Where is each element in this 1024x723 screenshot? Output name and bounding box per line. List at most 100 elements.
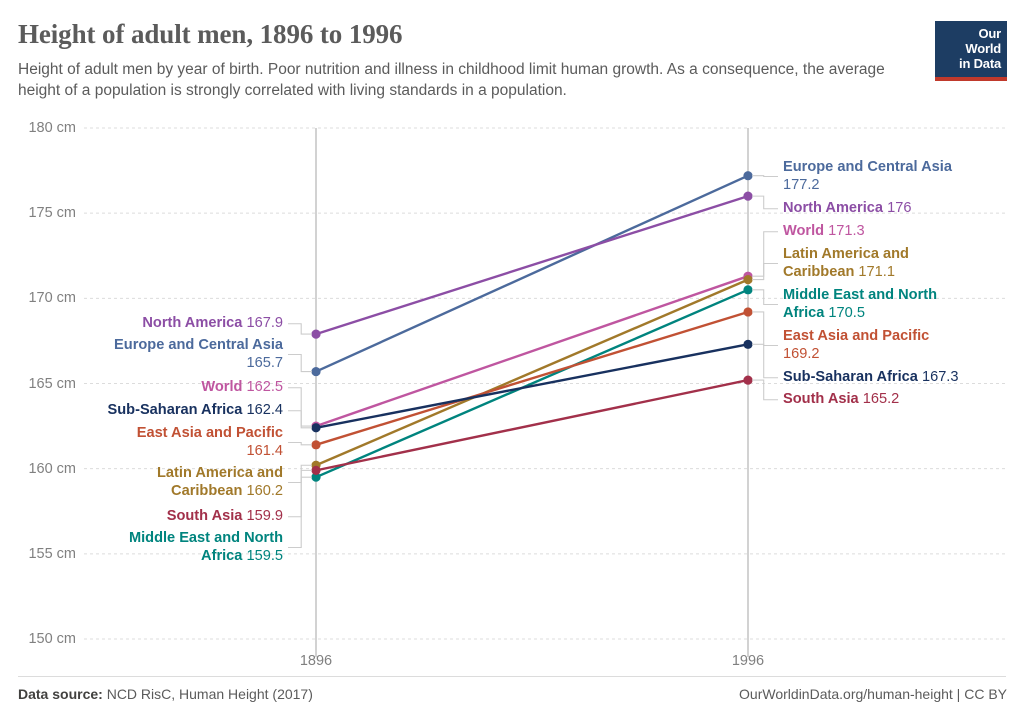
series-label-line: 161.4 [137, 443, 283, 461]
series-sub-saharan-africa[interactable] [311, 339, 753, 433]
series-point-end[interactable] [743, 274, 753, 285]
series-label-right-south-asia[interactable]: South Asia 165.2 [783, 391, 899, 409]
series-label-name: East Asia and Pacific [136, 425, 283, 441]
series-label-line: 165.7 [114, 355, 283, 373]
series-label-name: Caribbean [171, 482, 243, 499]
y-axis-tick-label: 170 cm [28, 290, 76, 307]
series-label-right-middle-east-and-north-africa[interactable]: Middle East and North Africa 170.5 [783, 287, 937, 322]
series-world[interactable] [311, 271, 753, 431]
series-label-line: Europe and Central Asia [783, 159, 952, 177]
series-label-left-europe-and-central-asia[interactable]: Europe and Central Asia 165.7 [114, 337, 283, 372]
series-south-asia[interactable] [311, 375, 753, 475]
series-label-line: Europe and Central Asia [114, 337, 283, 355]
series-latin-america-and-caribbean[interactable] [311, 274, 753, 470]
label-connector-right [752, 343, 778, 379]
series-label-line: Latin America and [157, 465, 283, 483]
series-label-left-sub-saharan-africa[interactable]: Sub-Saharan Africa 162.4 [108, 402, 283, 420]
series-label-right-sub-saharan-africa[interactable]: Sub-Saharan Africa 167.3 [783, 369, 958, 387]
series-middle-east-and-north-africa[interactable] [311, 285, 753, 482]
series-label-right-east-asia-and-pacific[interactable]: East Asia and Pacific 169.2 [783, 328, 929, 363]
series-label-left-middle-east-and-north-africa[interactable]: Middle East and North Africa 159.5 [129, 530, 283, 565]
series-point-start[interactable] [311, 465, 321, 475]
series-label-value: 167.9 [242, 315, 283, 331]
x-axis-tick-label: 1996 [731, 653, 765, 669]
series-label-right-europe-and-central-asia[interactable]: Europe and Central Asia 177.2 [783, 159, 952, 194]
series-point-end[interactable] [743, 285, 753, 295]
series-point-end[interactable] [743, 307, 753, 317]
label-connector-right [752, 195, 778, 210]
series-label-line: 169.2 [783, 346, 929, 364]
series-east-asia-and-pacific[interactable] [311, 307, 753, 450]
label-connector-right [752, 262, 778, 281]
series-label-left-south-asia[interactable]: South Asia 159.9 [167, 508, 283, 526]
series-label-right-latin-america-and-caribbean[interactable]: Latin America and Caribbean 171.1 [783, 246, 909, 281]
series-line [314, 343, 750, 429]
series-label-line: Africa 170.5 [783, 305, 937, 323]
series-point-start[interactable] [311, 366, 321, 377]
our-world-in-data-logo[interactable]: Our World in Data [935, 21, 1007, 81]
series-label-right-north-america[interactable]: North America 176 [783, 200, 911, 218]
series-label-line: East Asia and Pacific [137, 425, 283, 443]
series-label-value: 162.5 [242, 379, 283, 395]
data-source: Data source: NCD RisC, Human Height (201… [18, 686, 313, 702]
series-label-name: World [783, 223, 825, 239]
series-point-end[interactable] [743, 339, 753, 349]
series-label-name: Africa [783, 304, 825, 321]
series-label-value: 171.1 [854, 263, 895, 280]
series-line [314, 278, 750, 467]
series-label-name: Europe and Central Asia [114, 337, 283, 353]
y-axis-tick-label: 155 cm [28, 545, 76, 562]
series-label-line: South Asia 159.9 [167, 508, 283, 526]
series-point-start[interactable] [311, 440, 321, 450]
series-point-start[interactable] [311, 423, 321, 433]
series-label-name: Latin America and [783, 246, 909, 262]
chart-header: Height of adult men, 1896 to 1996 Height… [18, 18, 918, 101]
series-europe-and-central-asia[interactable] [311, 171, 753, 377]
series-point-start[interactable] [311, 329, 321, 339]
series-label-line: Caribbean 171.1 [783, 264, 909, 282]
series-label-left-east-asia-and-pacific[interactable]: East Asia and Pacific 161.4 [137, 425, 283, 460]
series-label-name: East Asia and Pacific [783, 328, 930, 344]
series-label-name: Sub-Saharan Africa [783, 369, 918, 385]
series-label-value: 160.2 [242, 482, 283, 499]
series-north-america[interactable] [311, 191, 753, 339]
series-label-line: Latin America and [783, 246, 909, 264]
series-line [314, 378, 750, 472]
series-label-name: Europe and Central Asia [783, 159, 952, 175]
series-line [314, 310, 750, 447]
x-axis-tick-label: 1896 [299, 653, 333, 669]
series-point-end[interactable] [743, 171, 753, 181]
series-label-left-north-america[interactable]: North America 167.9 [142, 315, 283, 333]
series-label-value: 176 [883, 200, 912, 216]
chart-subtitle: Height of adult men by year of birth. Po… [18, 61, 885, 99]
label-connector-left [288, 441, 312, 446]
series-label-line: World 162.5 [201, 379, 283, 397]
series-point-start[interactable] [311, 472, 321, 482]
label-connector-right [752, 379, 778, 401]
logo-line-2: in Data [959, 56, 1001, 71]
series-label-line: World 171.3 [783, 223, 865, 241]
label-connector-right [752, 311, 778, 347]
series-label-name: South Asia [783, 391, 859, 407]
series-label-right-world[interactable]: World 171.3 [783, 223, 865, 241]
series-point-end[interactable] [743, 191, 753, 201]
attribution-link[interactable]: OurWorldinData.org/human-height | CC BY [739, 686, 1007, 702]
series-label-line: Sub-Saharan Africa 167.3 [783, 369, 958, 387]
series-label-left-latin-america-and-caribbean[interactable]: Latin America and Caribbean 160.2 [157, 465, 283, 500]
label-connector-left [288, 323, 312, 335]
series-label-name: World [201, 379, 243, 395]
series-label-value: 162.4 [242, 402, 283, 418]
data-source-label: Data source: [18, 686, 103, 702]
series-label-line: Middle East and North [783, 287, 937, 305]
series-label-value: 161.4 [246, 442, 283, 459]
series-label-name: Caribbean [783, 263, 855, 280]
series-label-name: Middle East and North [783, 287, 938, 303]
series-label-value: 171.3 [824, 223, 865, 239]
series-point-end[interactable] [743, 375, 753, 385]
series-label-name: North America [142, 315, 243, 331]
label-connector-left [288, 476, 312, 549]
series-label-value: 167.3 [917, 369, 959, 385]
series-label-left-world[interactable]: World 162.5 [201, 379, 283, 397]
